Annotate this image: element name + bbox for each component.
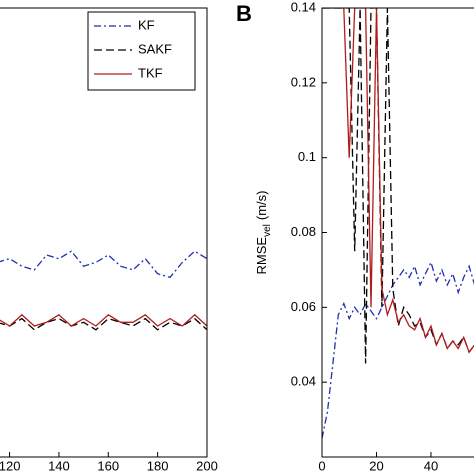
x-tick-label: 180 — [147, 458, 169, 473]
y-tick-label: 0.04 — [291, 374, 316, 389]
y-label-main: RMSE — [254, 237, 269, 275]
legend-label: KF — [138, 17, 155, 32]
series-line — [322, 8, 474, 354]
y-label-subscript: vel — [262, 224, 273, 237]
legend-label: SAKF — [138, 41, 172, 56]
y-tick-label: 0.12 — [291, 74, 316, 89]
series-line — [0, 250, 207, 279]
x-tick-label: 140 — [48, 458, 70, 473]
y-tick-label: 0.1 — [298, 149, 316, 164]
x-tick-label: 20 — [369, 458, 383, 473]
x-tick-label: 160 — [97, 458, 119, 473]
series-line — [0, 317, 207, 331]
y-tick-label: 0.06 — [291, 299, 316, 314]
legend-box — [87, 11, 196, 91]
series-line — [322, 8, 474, 364]
x-tick-label: 120 — [0, 458, 20, 473]
plot-lines — [322, 8, 474, 439]
series-line — [322, 260, 474, 439]
panel-label: B — [236, 1, 252, 26]
x-tick-label: 0 — [318, 458, 325, 473]
axes-frame — [0, 7, 208, 458]
legend-label: TKF — [138, 65, 163, 80]
y-label-unit: (m/s) — [254, 191, 269, 221]
y-axis-label: RMSEvel (m/s) — [254, 191, 272, 275]
series-line — [0, 313, 207, 327]
y-tick-label: 0.14 — [291, 0, 316, 14]
plot-lines — [0, 250, 207, 331]
axes-frame — [321, 7, 474, 458]
x-tick-label: 200 — [196, 458, 218, 473]
y-tick-label: 0.08 — [291, 224, 316, 239]
x-tick-label: 40 — [424, 458, 438, 473]
